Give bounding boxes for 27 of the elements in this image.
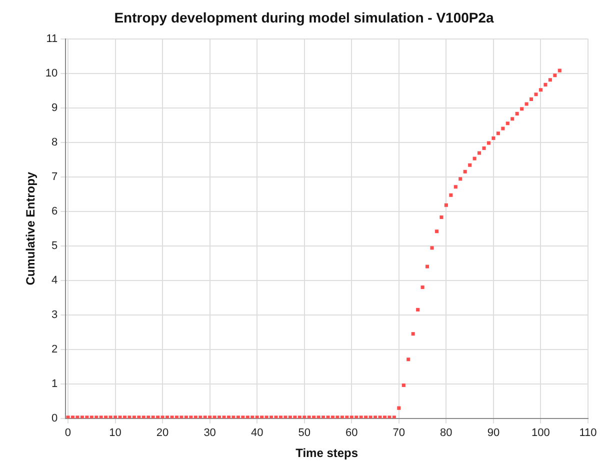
x-tick-label: 30 xyxy=(204,427,216,440)
y-tick-label: 5 xyxy=(52,240,58,252)
y-tick-label: 7 xyxy=(52,170,58,183)
y-tick-label: 4 xyxy=(52,274,58,286)
y-tick-label: 2 xyxy=(52,343,58,356)
chart-title: Entropy development during model simulation - V100P2a xyxy=(114,9,494,26)
y-tick-label: 10 xyxy=(45,67,58,80)
x-tick-label: 0 xyxy=(64,427,72,440)
x-tick-label: 110 xyxy=(579,427,597,440)
x-tick-label: 90 xyxy=(487,427,500,440)
x-tick-label: 10 xyxy=(109,427,122,440)
y-axis-title: Cumulative Entropy xyxy=(24,172,38,286)
x-axis-title: Time steps xyxy=(296,446,358,460)
x-tick-label: 70 xyxy=(392,427,406,440)
y-tick-label: 1 xyxy=(52,378,58,390)
y-tick-label: 11 xyxy=(46,32,58,45)
y-tick-label: 3 xyxy=(52,308,58,321)
y-tick-label: 0 xyxy=(52,412,58,424)
y-tick-label: 9 xyxy=(52,102,58,114)
x-tick-label: 80 xyxy=(440,427,452,440)
y-tick-label: 6 xyxy=(52,205,58,218)
x-tick-label: 20 xyxy=(156,427,169,440)
y-tick-label: 8 xyxy=(52,136,58,148)
x-tick-label: 50 xyxy=(298,427,310,440)
x-tick-label: 100 xyxy=(532,427,550,440)
x-tick-label: 60 xyxy=(346,427,358,440)
x-tick-label: 40 xyxy=(250,427,264,440)
